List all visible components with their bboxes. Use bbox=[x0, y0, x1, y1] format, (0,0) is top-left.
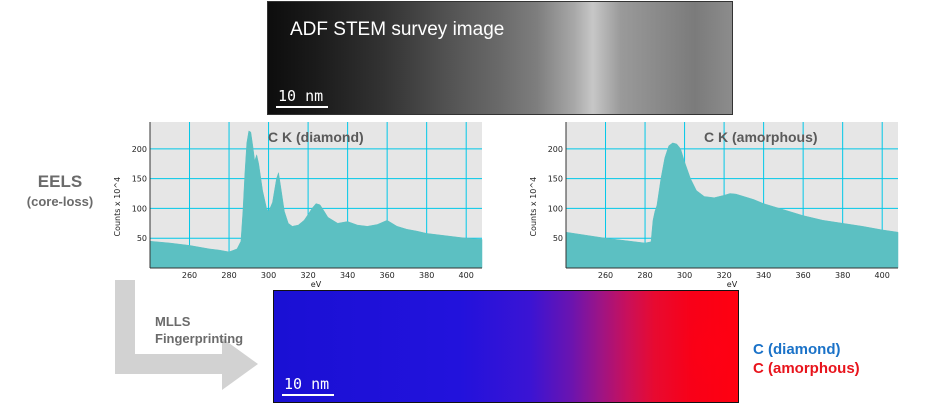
x-tick-label: 280 bbox=[637, 271, 652, 280]
eels-title: EELS bbox=[37, 172, 83, 191]
spectrum-diamond-chart: 260 280 300 320 340 360 380 400 50 100 150 200 C K (… bbox=[113, 122, 483, 289]
x-tick-label: 340 bbox=[340, 271, 355, 280]
process-arrow bbox=[115, 280, 258, 390]
eels-label: EELS (core-loss) bbox=[10, 172, 110, 209]
mlls-label: MLLS Fingerprinting bbox=[155, 313, 243, 347]
stem-image-title: ADF STEM survey image bbox=[290, 19, 505, 40]
spectrum-amorphous-chart: 260 280 300 320 340 360 380 400 50 100 150 200 C K (… bbox=[529, 122, 899, 289]
y-axis-label: Counts x 10^4 bbox=[113, 177, 122, 237]
map-scale-bar bbox=[282, 394, 334, 396]
y-tick-label: 50 bbox=[553, 234, 563, 243]
y-tick-label: 100 bbox=[548, 204, 563, 213]
stem-scale-bar bbox=[276, 106, 328, 108]
eels-subtitle: (core-loss) bbox=[26, 194, 94, 209]
x-tick-label: 300 bbox=[677, 271, 692, 280]
spectrum-amorphous: 260 280 300 320 340 360 380 400 50 100 150 200 C K (… bbox=[524, 118, 904, 290]
x-tick-label: 400 bbox=[459, 271, 474, 280]
x-tick-label: 340 bbox=[756, 271, 771, 280]
spectrum-area bbox=[149, 130, 483, 269]
y-tick-label: 150 bbox=[548, 175, 563, 184]
x-tick-label: 300 bbox=[261, 271, 276, 280]
x-tick-label: 380 bbox=[419, 271, 434, 280]
y-tick-label: 200 bbox=[548, 145, 563, 154]
x-tick-label: 320 bbox=[300, 271, 315, 280]
x-tick-label: 260 bbox=[182, 271, 197, 280]
x-tick-label: 380 bbox=[835, 271, 850, 280]
y-tick-label: 100 bbox=[132, 204, 147, 213]
x-tick-label: 360 bbox=[796, 271, 811, 280]
y-axis-label: Counts x 10^4 bbox=[529, 177, 538, 237]
mlls-line2: Fingerprinting bbox=[155, 331, 244, 346]
x-tick-label: 400 bbox=[875, 271, 890, 280]
spectrum-title: C K (amorphous) bbox=[704, 129, 818, 145]
mlls-phase-map: 10 nm bbox=[273, 290, 739, 403]
phase-legend: C (diamond) C (amorphous) bbox=[753, 340, 860, 378]
stem-scale-bar-label: 10 nm bbox=[278, 87, 324, 105]
legend-amorphous: C (amorphous) bbox=[753, 360, 860, 377]
legend-diamond: C (diamond) bbox=[753, 341, 841, 358]
spectrum-title: C K (diamond) bbox=[268, 129, 364, 145]
y-tick-label: 200 bbox=[132, 145, 147, 154]
x-tick-label: 280 bbox=[221, 271, 236, 280]
x-axis-label: eV bbox=[727, 280, 738, 289]
spectrum-diamond: 260 280 300 320 340 360 380 400 50 100 150 200 C K (… bbox=[108, 118, 488, 290]
mlls-line1: MLLS bbox=[155, 314, 191, 329]
x-tick-label: 260 bbox=[598, 271, 613, 280]
spectrum-area bbox=[565, 142, 899, 269]
x-axis-label: eV bbox=[311, 280, 322, 289]
x-tick-label: 320 bbox=[716, 271, 731, 280]
x-tick-label: 360 bbox=[380, 271, 395, 280]
map-scale-bar-label: 10 nm bbox=[284, 375, 330, 393]
stem-survey-image: ADF STEM survey image 10 nm bbox=[267, 1, 733, 115]
y-tick-label: 150 bbox=[132, 175, 147, 184]
y-tick-label: 50 bbox=[137, 234, 147, 243]
